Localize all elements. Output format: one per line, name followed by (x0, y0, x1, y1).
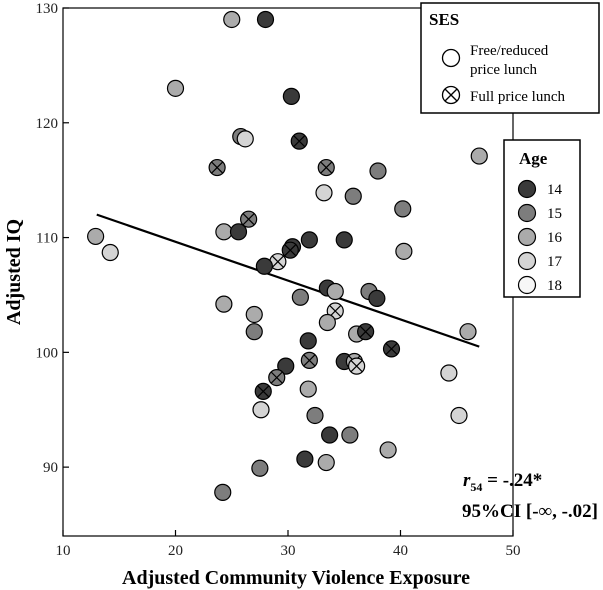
y-tick-label: 90 (43, 460, 58, 476)
data-point (223, 10, 241, 29)
data-point (215, 223, 233, 241)
y-tick-label: 130 (36, 1, 59, 17)
data-point (357, 323, 375, 341)
y-tick-label: 110 (36, 231, 58, 247)
ses-legend-label-free-2: price lunch (470, 62, 538, 78)
data-point (208, 158, 226, 177)
data-points (87, 10, 488, 501)
age-legend-marker (517, 275, 537, 295)
data-point (214, 483, 232, 501)
data-point (344, 187, 362, 205)
data-point (341, 426, 359, 444)
data-point (281, 241, 299, 259)
data-point (326, 282, 344, 301)
y-tick-label: 100 (36, 345, 59, 361)
data-point (277, 357, 295, 375)
data-point (450, 406, 468, 425)
data-point (394, 200, 412, 218)
data-point (236, 130, 254, 148)
data-point (306, 406, 324, 425)
data-point (268, 369, 286, 387)
confidence-interval-annotation: 95%CI [-∞, -.02] (462, 501, 598, 522)
age-legend-box (503, 139, 581, 298)
data-point (368, 289, 386, 307)
age-legend-label: 15 (547, 206, 562, 222)
data-point (382, 340, 401, 358)
data-point (335, 231, 353, 249)
ses-legend: SES Free/reduced price lunch Full price … (420, 2, 600, 114)
x-tick-label: 20 (168, 543, 183, 559)
age-legend-marker (517, 227, 537, 247)
data-point (318, 313, 336, 332)
data-point (256, 10, 275, 29)
data-point (290, 132, 308, 150)
age-legend: Age 14 15 16 17 18 (503, 139, 581, 298)
x-axis-title: Adjusted Community Violence Exposure (122, 567, 470, 589)
data-point (101, 243, 119, 262)
correlation-annotation: r54 = -.24* (463, 470, 542, 494)
data-point (251, 459, 269, 477)
ses-legend-label-full: Full price lunch (470, 89, 565, 105)
age-legend-title: Age (519, 149, 548, 168)
data-point (348, 357, 366, 375)
data-point (395, 242, 413, 260)
regression-line (96, 213, 480, 348)
data-point (321, 426, 339, 444)
x-tick-label: 30 (281, 543, 296, 559)
age-legend-label: 18 (547, 278, 562, 294)
data-point (229, 223, 248, 241)
data-point (255, 257, 273, 275)
age-legend-label: 17 (547, 254, 563, 270)
data-point (252, 401, 270, 419)
data-point (215, 295, 233, 313)
ses-legend-title: SES (429, 10, 459, 29)
age-legend-label: 16 (547, 230, 563, 246)
age-legend-entries: 14 15 16 17 18 (517, 179, 563, 295)
data-point (369, 162, 387, 180)
data-point (245, 323, 263, 341)
data-point (440, 364, 458, 382)
data-point (296, 450, 314, 468)
data-point (291, 288, 309, 306)
data-point (315, 184, 333, 202)
data-point (166, 79, 185, 97)
ses-legend-label-free-1: Free/reduced (470, 43, 549, 59)
y-tick-label: 120 (36, 116, 59, 132)
data-point (254, 382, 272, 400)
data-point (299, 380, 317, 398)
age-legend-marker (517, 203, 537, 223)
x-tick-label: 40 (393, 543, 408, 559)
data-point (317, 158, 335, 177)
data-point (282, 87, 300, 105)
data-point (87, 227, 105, 246)
data-point (459, 323, 477, 341)
data-point (299, 332, 317, 350)
x-tick-label: 50 (506, 543, 521, 559)
data-point (240, 210, 258, 228)
ses-legend-marker-free (441, 48, 461, 68)
data-point (245, 305, 263, 324)
data-point (300, 231, 318, 249)
data-point (470, 147, 488, 165)
age-legend-marker (517, 251, 537, 271)
age-legend-marker (517, 179, 537, 199)
axis-ticks: 10 20 30 40 50 90 100 110 120 130 (36, 1, 521, 559)
age-legend-label: 14 (547, 182, 563, 198)
data-point (300, 351, 318, 369)
y-axis-title: Adjusted IQ (3, 219, 25, 325)
ses-legend-marker-full (441, 85, 461, 105)
data-point (379, 441, 397, 459)
x-tick-label: 10 (56, 543, 71, 559)
data-point (317, 453, 335, 472)
